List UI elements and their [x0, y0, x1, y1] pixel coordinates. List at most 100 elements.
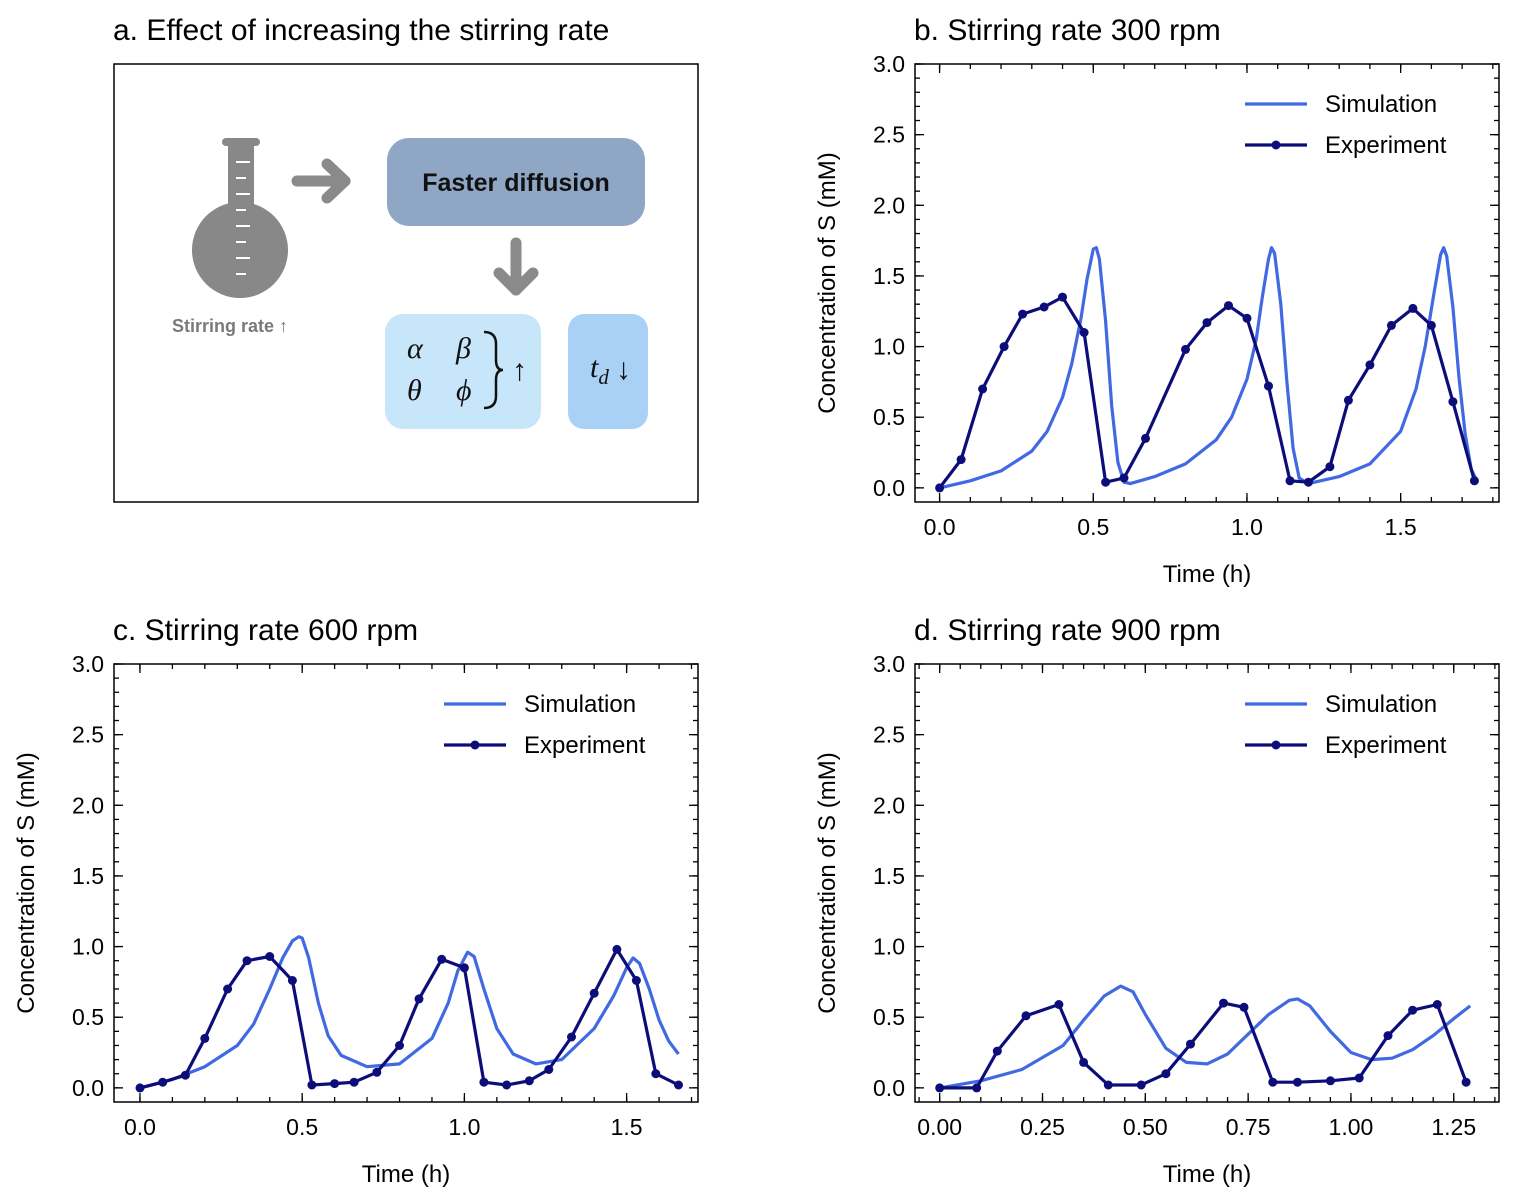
panel-d-experiment-point — [1461, 1077, 1471, 1087]
panel-c-experiment-point — [589, 988, 599, 998]
panel-b-experiment-point — [1426, 320, 1436, 330]
panel-d-experiment-line — [939, 1001, 1468, 1090]
panel-b-experiment-point — [1386, 320, 1396, 330]
panel-c-experiment-line — [139, 947, 680, 1090]
panel-c-xtick-label: 1.5 — [611, 1114, 643, 1140]
panel-c-experiment-point — [502, 1080, 512, 1090]
panel-c-experiment-point — [180, 1070, 190, 1080]
panel-b-experiment-point — [1202, 318, 1212, 328]
panel-d-ytick-label: 1.0 — [873, 934, 905, 960]
panel-d-series-experiment — [935, 998, 1471, 1093]
panel-b-experiment-point — [1469, 476, 1479, 486]
panel-b-title: b. Stirring rate 300 rpm — [914, 14, 1221, 47]
panel-c-experiment-point — [372, 1067, 382, 1077]
panel-c-series-experiment — [135, 944, 683, 1093]
panel-d-series-simulation — [939, 984, 1472, 1090]
panel-c-experiment-point — [612, 944, 622, 954]
panel-c-ytick-label: 2.5 — [72, 722, 104, 748]
panel-d-experiment-point — [1325, 1076, 1335, 1086]
panel-d-experiment-point — [1054, 1000, 1064, 1009]
panel-c-ytick-label: 1.5 — [72, 863, 104, 889]
panel-c-xtick-label: 0.5 — [286, 1114, 318, 1140]
panel-b-ytick-label: 1.0 — [873, 334, 905, 360]
panel-b-experiment-point — [956, 455, 966, 465]
panel-b-experiment-point — [1408, 303, 1418, 313]
panel-d-simulation-line — [939, 984, 1472, 1090]
panel-b-experiment-point — [1224, 301, 1233, 311]
panel-b-simulation-line — [939, 246, 1479, 490]
panel-b-xtick-label: 1.0 — [1231, 514, 1263, 540]
panel-d-experiment-point — [1239, 1002, 1249, 1012]
flow-box-label: Faster diffusion — [422, 169, 610, 197]
panel-d-experiment-point — [1103, 1080, 1113, 1090]
panel-c-xtick-label: 1.0 — [448, 1114, 480, 1140]
panel-b-experiment-point — [1242, 313, 1252, 323]
panel-b-xtick-label: 0.0 — [924, 514, 956, 540]
panel-c-experiment-point — [479, 1077, 489, 1087]
panel-c-experiment-point — [223, 984, 233, 994]
panel-b-xtick-label: 1.5 — [1385, 514, 1417, 540]
panel-d-experiment-point — [1021, 1011, 1031, 1021]
panel-b-ticks — [915, 63, 1499, 502]
panel-d-experiment-point — [1186, 1039, 1195, 1049]
panel-c-frame — [113, 663, 699, 1103]
panel-d-xlabel: Time (h) — [1163, 1161, 1251, 1188]
panel-b-ytick-label: 2.0 — [873, 192, 905, 218]
panel-d-experiment-point — [1219, 998, 1228, 1008]
panel-c-experiment-point — [287, 976, 297, 985]
panel-b-experiment-point — [1264, 381, 1273, 391]
down-arrow-icon — [493, 237, 539, 296]
panel-b-ytick-label: 0.5 — [873, 404, 905, 430]
panel-b-experiment-point — [1448, 397, 1458, 407]
panel-b-frame — [914, 63, 1500, 503]
panel-d-ytick-label: 2.5 — [873, 722, 905, 748]
param-box — [385, 314, 541, 429]
panel-c-experiment-point — [265, 952, 275, 961]
panel-b-experiment-point — [1039, 302, 1049, 312]
panel-c-experiment-point — [135, 1083, 145, 1093]
panel-c-experiment-point — [349, 1077, 359, 1087]
panel-c-experiment-point — [524, 1076, 534, 1086]
panel-c-experiment-point — [330, 1079, 340, 1089]
panel-c-experiment-point — [544, 1065, 554, 1074]
panel-d-ytick-label: 0.0 — [873, 1075, 905, 1101]
panel-d-ylabel: Concentration of S (mM) — [814, 752, 841, 1013]
panel-b-experiment-point — [1018, 309, 1028, 319]
panel-c-ytick-label: 1.0 — [72, 934, 104, 960]
panel-b-experiment-point — [1079, 328, 1089, 337]
panel-c-ytick-label: 0.5 — [72, 1004, 104, 1030]
panel-c-xtick-label: 0.0 — [124, 1114, 156, 1140]
panel-b-xtick-label: 0.5 — [1077, 514, 1109, 540]
panel-c-experiment-point — [651, 1069, 661, 1079]
panel-d-experiment-point — [1432, 1000, 1442, 1009]
right-arrow-icon — [291, 158, 351, 204]
panel-b-series-simulation — [939, 246, 1479, 490]
panel-c-chart: c. Stirring rate 600 rpm Time (h) Concen… — [13, 614, 699, 1188]
panel-b-chart: b. Stirring rate 300 rpm Time (h) Concen… — [814, 14, 1500, 588]
panel-d-legend: Simulation Experiment — [1245, 691, 1447, 759]
panel-c-ylabel: Concentration of S (mM) — [13, 752, 40, 1013]
panel-c-experiment-point — [437, 954, 447, 964]
panel-d-xtick-label: 0.50 — [1123, 1114, 1168, 1140]
panel-b-experiment-point — [1343, 395, 1353, 405]
panel-c-experiment-point — [242, 956, 252, 966]
brace-icon — [483, 330, 504, 410]
panel-d-experiment-point — [1383, 1031, 1393, 1041]
panel-b-experiment-point — [1058, 292, 1067, 302]
panel-b-legend: Simulation Experiment — [1245, 91, 1447, 159]
panel-c-simulation-line — [139, 935, 680, 1090]
panel-b-ytick-label: 0.0 — [873, 475, 905, 501]
panel-a-frame — [113, 63, 699, 503]
panel-c-experiment-point — [459, 963, 469, 973]
panel-d-experiment-point — [992, 1046, 1002, 1056]
panel-c-legend-label: Experiment — [524, 732, 646, 759]
panel-c-legend-label: Simulation — [524, 691, 636, 718]
panel-d-experiment-point — [935, 1083, 945, 1093]
panel-b-experiment-point — [1303, 477, 1313, 487]
panel-c-series-simulation — [139, 935, 680, 1090]
panel-d-legend-label: Simulation — [1325, 691, 1437, 718]
panel-b-series-experiment — [935, 292, 1479, 493]
panel-d-experiment-point — [1408, 1005, 1418, 1015]
panel-d-chart: d. Stirring rate 900 rpm Time (h) Concen… — [814, 614, 1500, 1188]
